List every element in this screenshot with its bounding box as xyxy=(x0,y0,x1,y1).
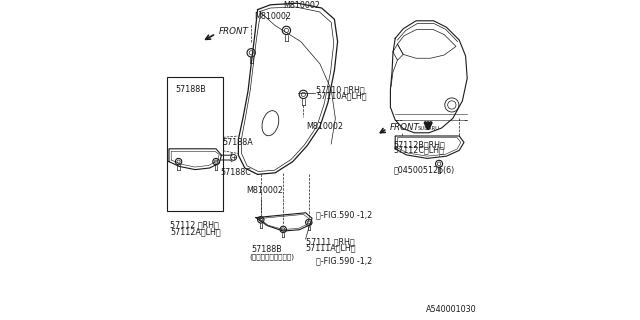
Text: 57110A〈LH〉: 57110A〈LH〉 xyxy=(316,92,367,100)
Text: ⓘ-FIG.590 -1,2: ⓘ-FIG.590 -1,2 xyxy=(316,256,372,265)
Text: 57188B: 57188B xyxy=(175,85,206,94)
Text: ⓘ-FIG.590 -1,2: ⓘ-FIG.590 -1,2 xyxy=(316,210,372,219)
Text: M810002: M810002 xyxy=(254,12,291,21)
Text: 57112C〈LH〉: 57112C〈LH〉 xyxy=(393,145,444,154)
Text: 57110 〈RH〉: 57110 〈RH〉 xyxy=(316,86,365,95)
Text: (インナーの取り付け): (インナーの取り付け) xyxy=(250,253,295,260)
Text: 57111 〈RH〉: 57111 〈RH〉 xyxy=(306,237,354,246)
Text: FRONT: FRONT xyxy=(219,28,249,36)
Bar xyxy=(167,77,223,211)
Text: 57111A〈LH〉: 57111A〈LH〉 xyxy=(306,244,356,253)
Text: M810002: M810002 xyxy=(246,186,284,195)
Text: 57188B: 57188B xyxy=(251,245,282,254)
Text: M810002: M810002 xyxy=(283,1,320,10)
Text: 57188A: 57188A xyxy=(223,138,253,147)
Text: 57188C: 57188C xyxy=(221,168,252,177)
Text: SUBARU: SUBARU xyxy=(418,125,440,131)
Text: M810002: M810002 xyxy=(307,122,344,131)
Text: 57112 〈RH〉: 57112 〈RH〉 xyxy=(170,220,219,229)
Text: 57112B〈RH〉: 57112B〈RH〉 xyxy=(393,140,445,149)
Text: FRONT: FRONT xyxy=(390,123,420,132)
Text: A540001030: A540001030 xyxy=(426,305,476,314)
Text: 57112A〈LH〉: 57112A〈LH〉 xyxy=(170,228,221,237)
Text: Ⓢ045005126(6): Ⓢ045005126(6) xyxy=(394,165,455,174)
